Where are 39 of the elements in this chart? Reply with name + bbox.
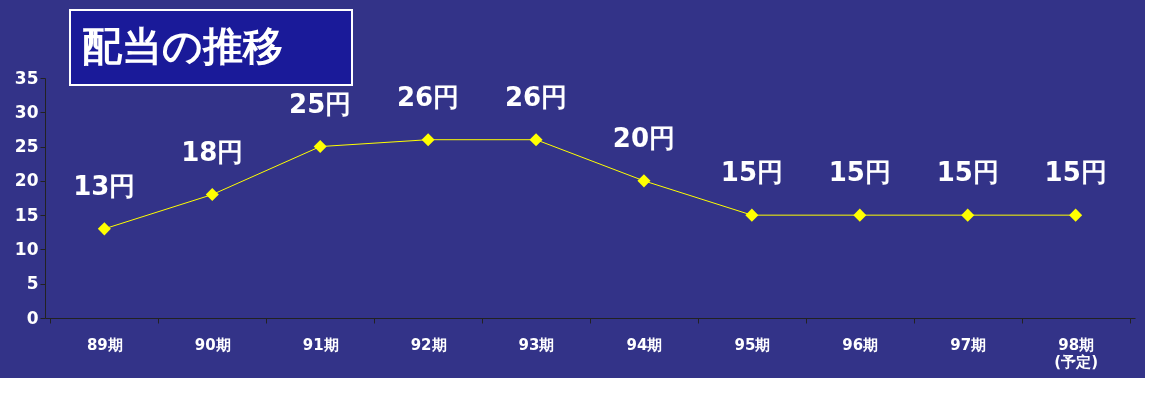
chart-title: 配当の推移	[82, 23, 283, 69]
x-tick-label: 90期	[194, 335, 231, 354]
text: 15円	[936, 157, 999, 188]
point	[1069, 208, 1083, 222]
text: 15円	[828, 157, 891, 188]
point	[745, 208, 759, 222]
x-tick-label: 98期 (予定)	[1054, 335, 1098, 371]
point	[421, 133, 435, 147]
text: 26円	[397, 81, 460, 112]
x-tick-label: 94期	[626, 335, 663, 354]
text: 15円	[720, 157, 783, 188]
y-tick-label: 20	[14, 170, 39, 191]
x-tick-label: 93期	[518, 335, 555, 354]
text: 15円	[1044, 157, 1107, 188]
y-tick-label: 25	[14, 136, 39, 157]
x-tick-label: 97期	[950, 335, 987, 354]
text: 26円	[504, 81, 568, 112]
point	[205, 188, 219, 202]
point	[961, 208, 975, 222]
text: 13円	[73, 170, 136, 201]
text: 25円	[289, 88, 352, 119]
y-tick-label: 30	[14, 101, 39, 122]
y-tick-label: 35	[14, 67, 39, 88]
text: 18円	[181, 136, 244, 167]
point	[853, 208, 867, 222]
y-tick-label: 5	[26, 273, 39, 294]
x-tick-label: 89期	[86, 335, 123, 354]
x-tick-label: 91期	[302, 335, 339, 354]
point	[97, 222, 111, 236]
x-tick-label: 95期	[734, 335, 771, 354]
point	[313, 140, 327, 154]
x-tick-label: 96期	[842, 335, 879, 354]
point	[637, 174, 651, 188]
point	[529, 133, 543, 147]
y-tick-label: 15	[14, 204, 39, 225]
y-tick-label: 10	[14, 238, 39, 259]
y-tick-label: 0	[26, 307, 39, 328]
text: 20円	[612, 122, 676, 153]
x-tick-label: 92期	[410, 335, 447, 354]
